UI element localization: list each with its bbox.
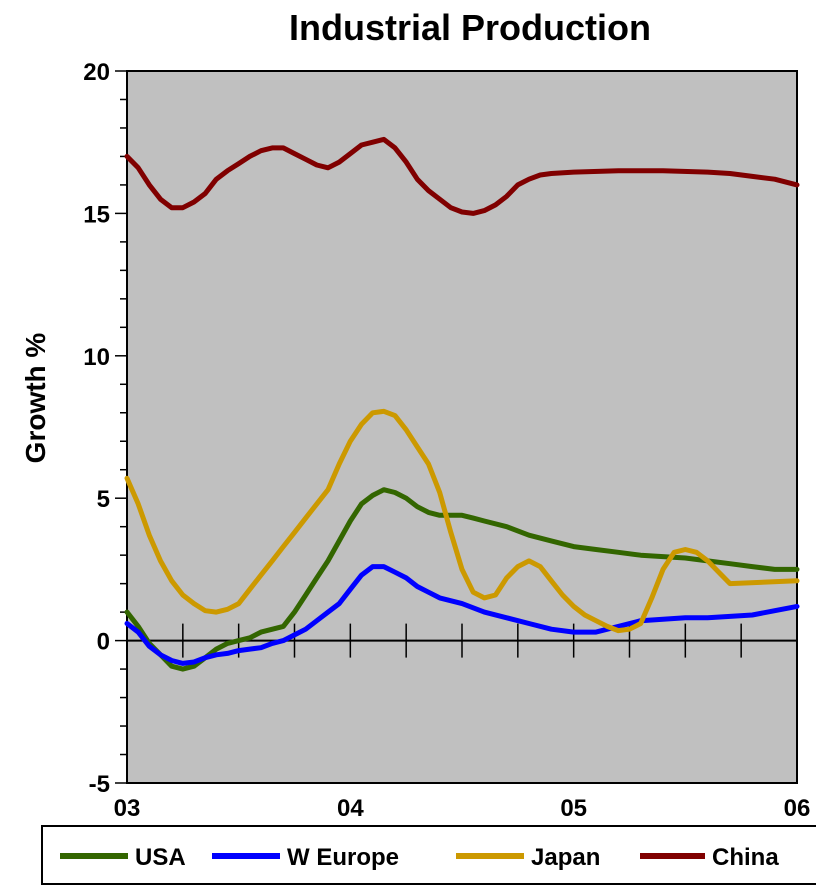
x-tick-label: 05	[560, 795, 587, 822]
plot-area	[126, 70, 798, 784]
y-tick-label: 15	[83, 201, 110, 228]
legend-label-usa: USA	[135, 844, 186, 871]
legend: USA W Europe Japan China	[60, 844, 779, 871]
series-lines	[124, 136, 800, 672]
x-tick-label: 04	[337, 795, 364, 822]
y-axis: -5 0 5 10 15 20	[83, 59, 127, 798]
chart-title: Industrial Production	[289, 7, 651, 48]
y-tick-label: 0	[97, 629, 110, 656]
x-tick-label: 03	[114, 795, 141, 822]
legend-label-japan: Japan	[531, 844, 600, 871]
y-axis-label: Growth %	[20, 333, 51, 464]
legend-label-w-europe: W Europe	[287, 844, 399, 871]
y-tick-label: 5	[97, 486, 110, 513]
y-tick-label: 10	[83, 344, 110, 371]
series-line-china	[124, 136, 800, 216]
y-tick-label: 20	[83, 59, 110, 86]
series-line-w-europe	[124, 564, 800, 666]
y-tick-label: -5	[89, 771, 110, 798]
series-line-japan	[124, 408, 800, 634]
legend-label-china: China	[712, 844, 779, 871]
x-tick-label: 06	[784, 795, 811, 822]
